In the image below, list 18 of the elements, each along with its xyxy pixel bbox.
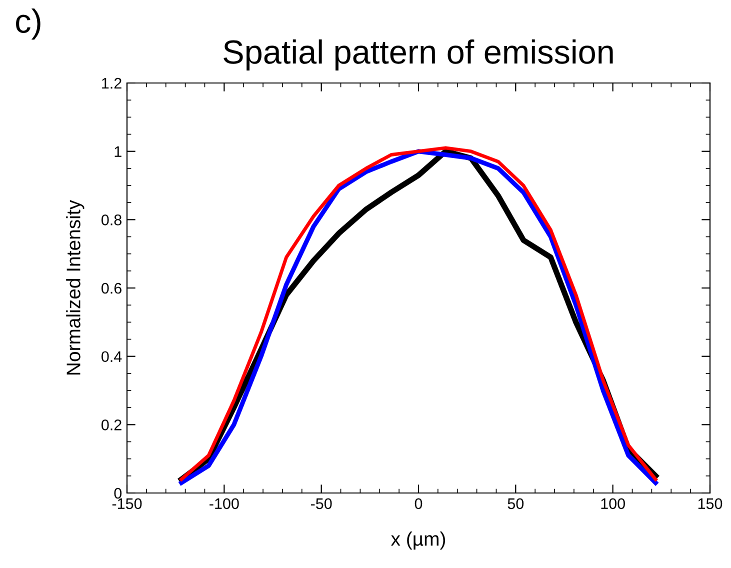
x-axis-title: x (µm) <box>390 532 446 550</box>
y-axis-title: Normalized Intensity <box>66 200 84 374</box>
x-tick-label: 0 <box>414 498 422 510</box>
chart-title: Spatial pattern of emission <box>224 39 613 70</box>
text: c) <box>16 8 40 40</box>
y-tick-label: 0.2 <box>102 420 122 430</box>
x-tick-label: -150 <box>112 498 142 510</box>
x-tick-label: 100 <box>601 498 625 510</box>
x-tick-label: 50 <box>508 498 524 510</box>
y-tick-label: 0 <box>114 488 122 499</box>
y-tick-label: 0.6 <box>102 282 122 294</box>
x-tick-label: -50 <box>310 498 332 510</box>
y-tick-label: 1 <box>114 146 122 157</box>
x-tick-label: -100 <box>210 498 239 510</box>
y-tick-label: 0.4 <box>102 351 122 362</box>
y-tick-label: 1.2 <box>102 78 122 89</box>
x-tick-label: 150 <box>698 498 722 510</box>
y-tick-label: 0.8 <box>102 214 122 226</box>
